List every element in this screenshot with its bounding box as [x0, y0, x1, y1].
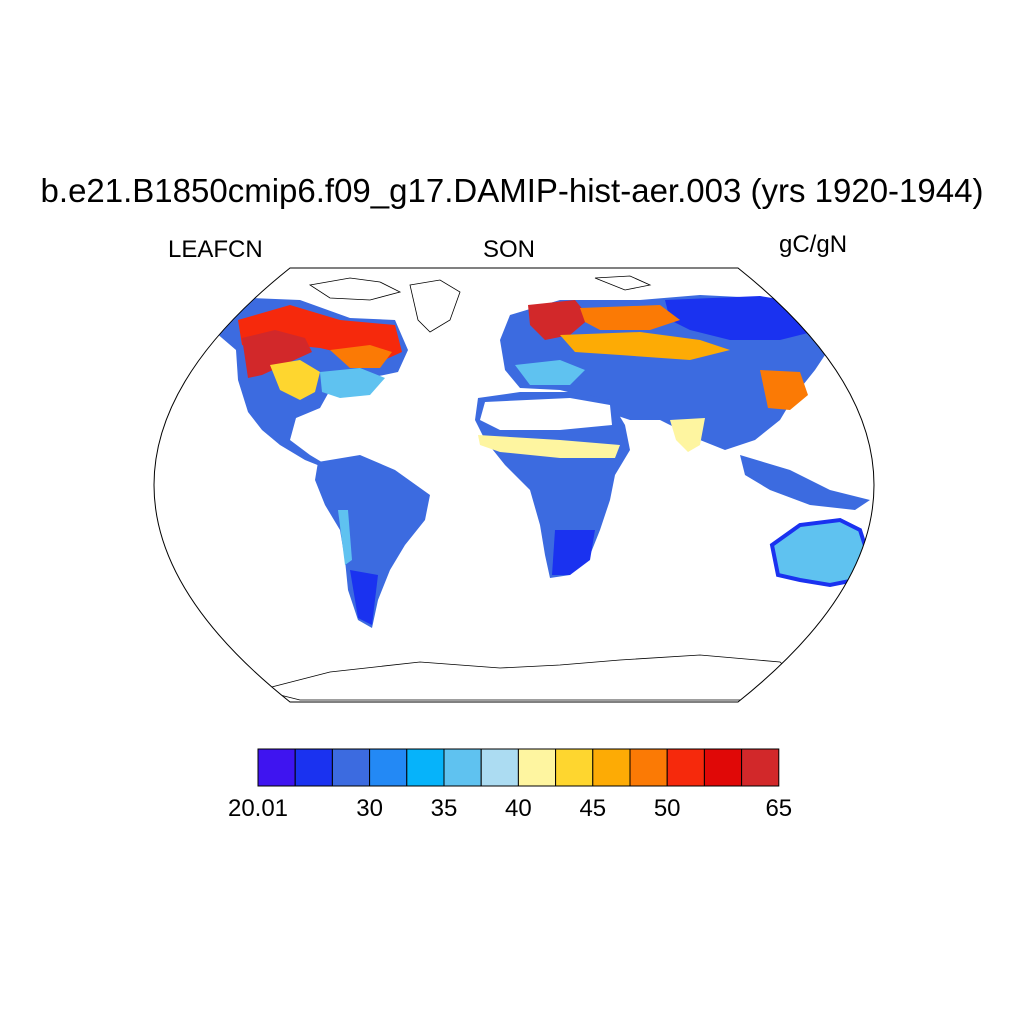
colorbar-swatch [592, 748, 631, 787]
variable-label: LEAFCN [168, 236, 263, 263]
sahel-band [478, 435, 620, 458]
season-label: SON [483, 236, 536, 263]
colorbar-swatch [257, 748, 296, 787]
east-asia-warm [760, 370, 808, 410]
sahara-blank [480, 398, 612, 430]
russia-north-band [580, 305, 680, 330]
colorbar-tick-label: 20.01 [227, 795, 289, 822]
colorbar-tick-label: 40 [505, 795, 532, 822]
greenland-outline [409, 279, 461, 333]
colorbar-tick-label: 35 [430, 795, 458, 822]
colorbar-tick-label: 45 [579, 795, 607, 822]
colorbar-tick-label: 50 [653, 795, 681, 822]
russia-mid-band [560, 332, 730, 360]
maritime-asia [740, 455, 870, 510]
north-america-core [242, 330, 312, 378]
siberia-region [665, 296, 820, 340]
colorbar-tick-label: 65 [765, 795, 793, 822]
india-region [670, 418, 705, 452]
north-america-east [320, 368, 385, 398]
colorbar-swatch [443, 748, 482, 787]
colorbar-swatch [406, 748, 445, 787]
colorbar-swatch [555, 748, 594, 787]
colorbar-swatch [369, 748, 408, 787]
south-america-andes [338, 510, 352, 565]
australia-region [772, 520, 868, 585]
south-america-region [315, 455, 430, 628]
arctic-islands-outline [308, 277, 402, 301]
scandinavia-region [528, 300, 590, 340]
north-america-boreal-orange [330, 345, 392, 368]
colorbar-tick-label: 30 [356, 795, 383, 822]
colorbar-swatch [331, 748, 371, 787]
svalbard-outline [594, 275, 652, 291]
colorbar-swatch [703, 748, 743, 787]
colorbar-swatch [480, 748, 519, 787]
antarctica-outline [259, 654, 801, 701]
map-boundary [153, 267, 875, 703]
southern-africa [552, 530, 595, 575]
colorbar-swatch [666, 748, 705, 787]
north-america-mid [270, 360, 320, 400]
south-america-south [350, 570, 378, 625]
mediterranean-region [515, 360, 585, 385]
colorbar-swatch [629, 748, 668, 787]
colorbar-swatch [294, 748, 333, 787]
colorbar-swatch [517, 748, 557, 787]
colorbar-swatch [741, 748, 780, 787]
units-label: gC/gN [779, 231, 848, 258]
plot-title: b.e21.B1850cmip6.f09_g17.DAMIP-hist-aer.… [40, 172, 984, 209]
